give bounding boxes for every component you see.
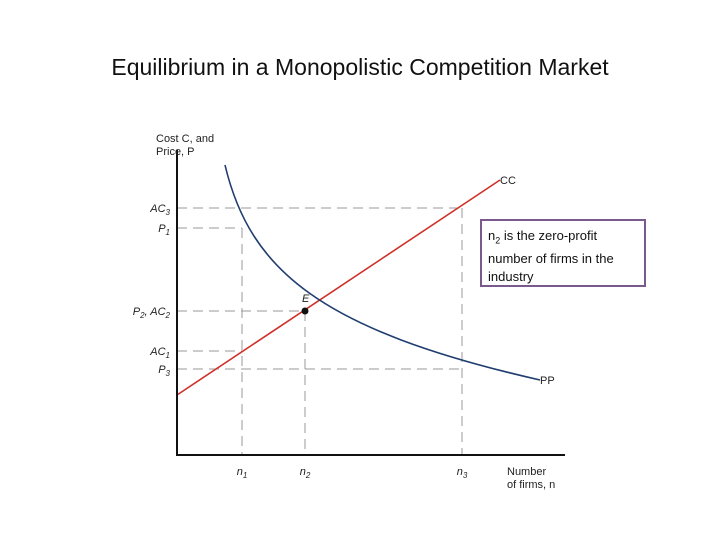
- equilibrium-point: [301, 307, 309, 315]
- subscript: 1: [166, 228, 170, 237]
- cc-label: CC: [500, 175, 516, 187]
- note-box: n2 is the zero-profit number of firms in…: [480, 219, 646, 287]
- point-label: E: [302, 293, 310, 305]
- subscript: 2: [165, 311, 171, 320]
- note-text: is the zero-profit number of firms in th…: [488, 228, 614, 284]
- label-text: n: [237, 466, 243, 478]
- label-text: AC: [149, 203, 165, 215]
- axis-value-label: P2, AC2: [133, 306, 171, 320]
- slide-title: Equilibrium in a Monopolistic Competitio…: [111, 54, 609, 80]
- y-axis-label: Price, P: [156, 146, 195, 158]
- label-text: P: [158, 223, 166, 235]
- axis-value-label: AC1: [149, 346, 170, 360]
- subscript: 2: [495, 235, 501, 246]
- guides: [177, 207, 463, 455]
- note-text: n: [488, 228, 496, 243]
- subscript: 3: [166, 208, 171, 217]
- label-text: , AC: [145, 306, 166, 318]
- axes: [176, 150, 565, 456]
- axis-value-label: n1: [237, 466, 248, 480]
- axis-value-label: AC3: [149, 203, 170, 217]
- cc-curve: [176, 179, 501, 396]
- label-text: P: [158, 364, 166, 376]
- pp-label: PP: [540, 375, 555, 387]
- label-text: AC: [149, 346, 165, 358]
- label-text: n: [300, 466, 306, 478]
- label-text: P: [133, 306, 141, 318]
- axis-value-label: P3: [158, 364, 170, 378]
- subscript: 2: [305, 471, 311, 480]
- label-text: n: [457, 466, 463, 478]
- axis-value-label: n3: [457, 466, 468, 480]
- subscript: 1: [166, 351, 170, 360]
- pp-curve: [224, 164, 541, 381]
- subscript: 3: [463, 471, 468, 480]
- axis-value-label: P1: [158, 223, 170, 237]
- subscript: 3: [166, 369, 171, 378]
- x-axis-label: of firms, n: [507, 479, 555, 491]
- y-axis-label: Cost C, and: [156, 133, 214, 145]
- x-axis-label: Number: [507, 466, 546, 478]
- subscript: 2: [139, 311, 145, 320]
- subscript: 1: [243, 471, 247, 480]
- axis-value-label: n2: [300, 466, 311, 480]
